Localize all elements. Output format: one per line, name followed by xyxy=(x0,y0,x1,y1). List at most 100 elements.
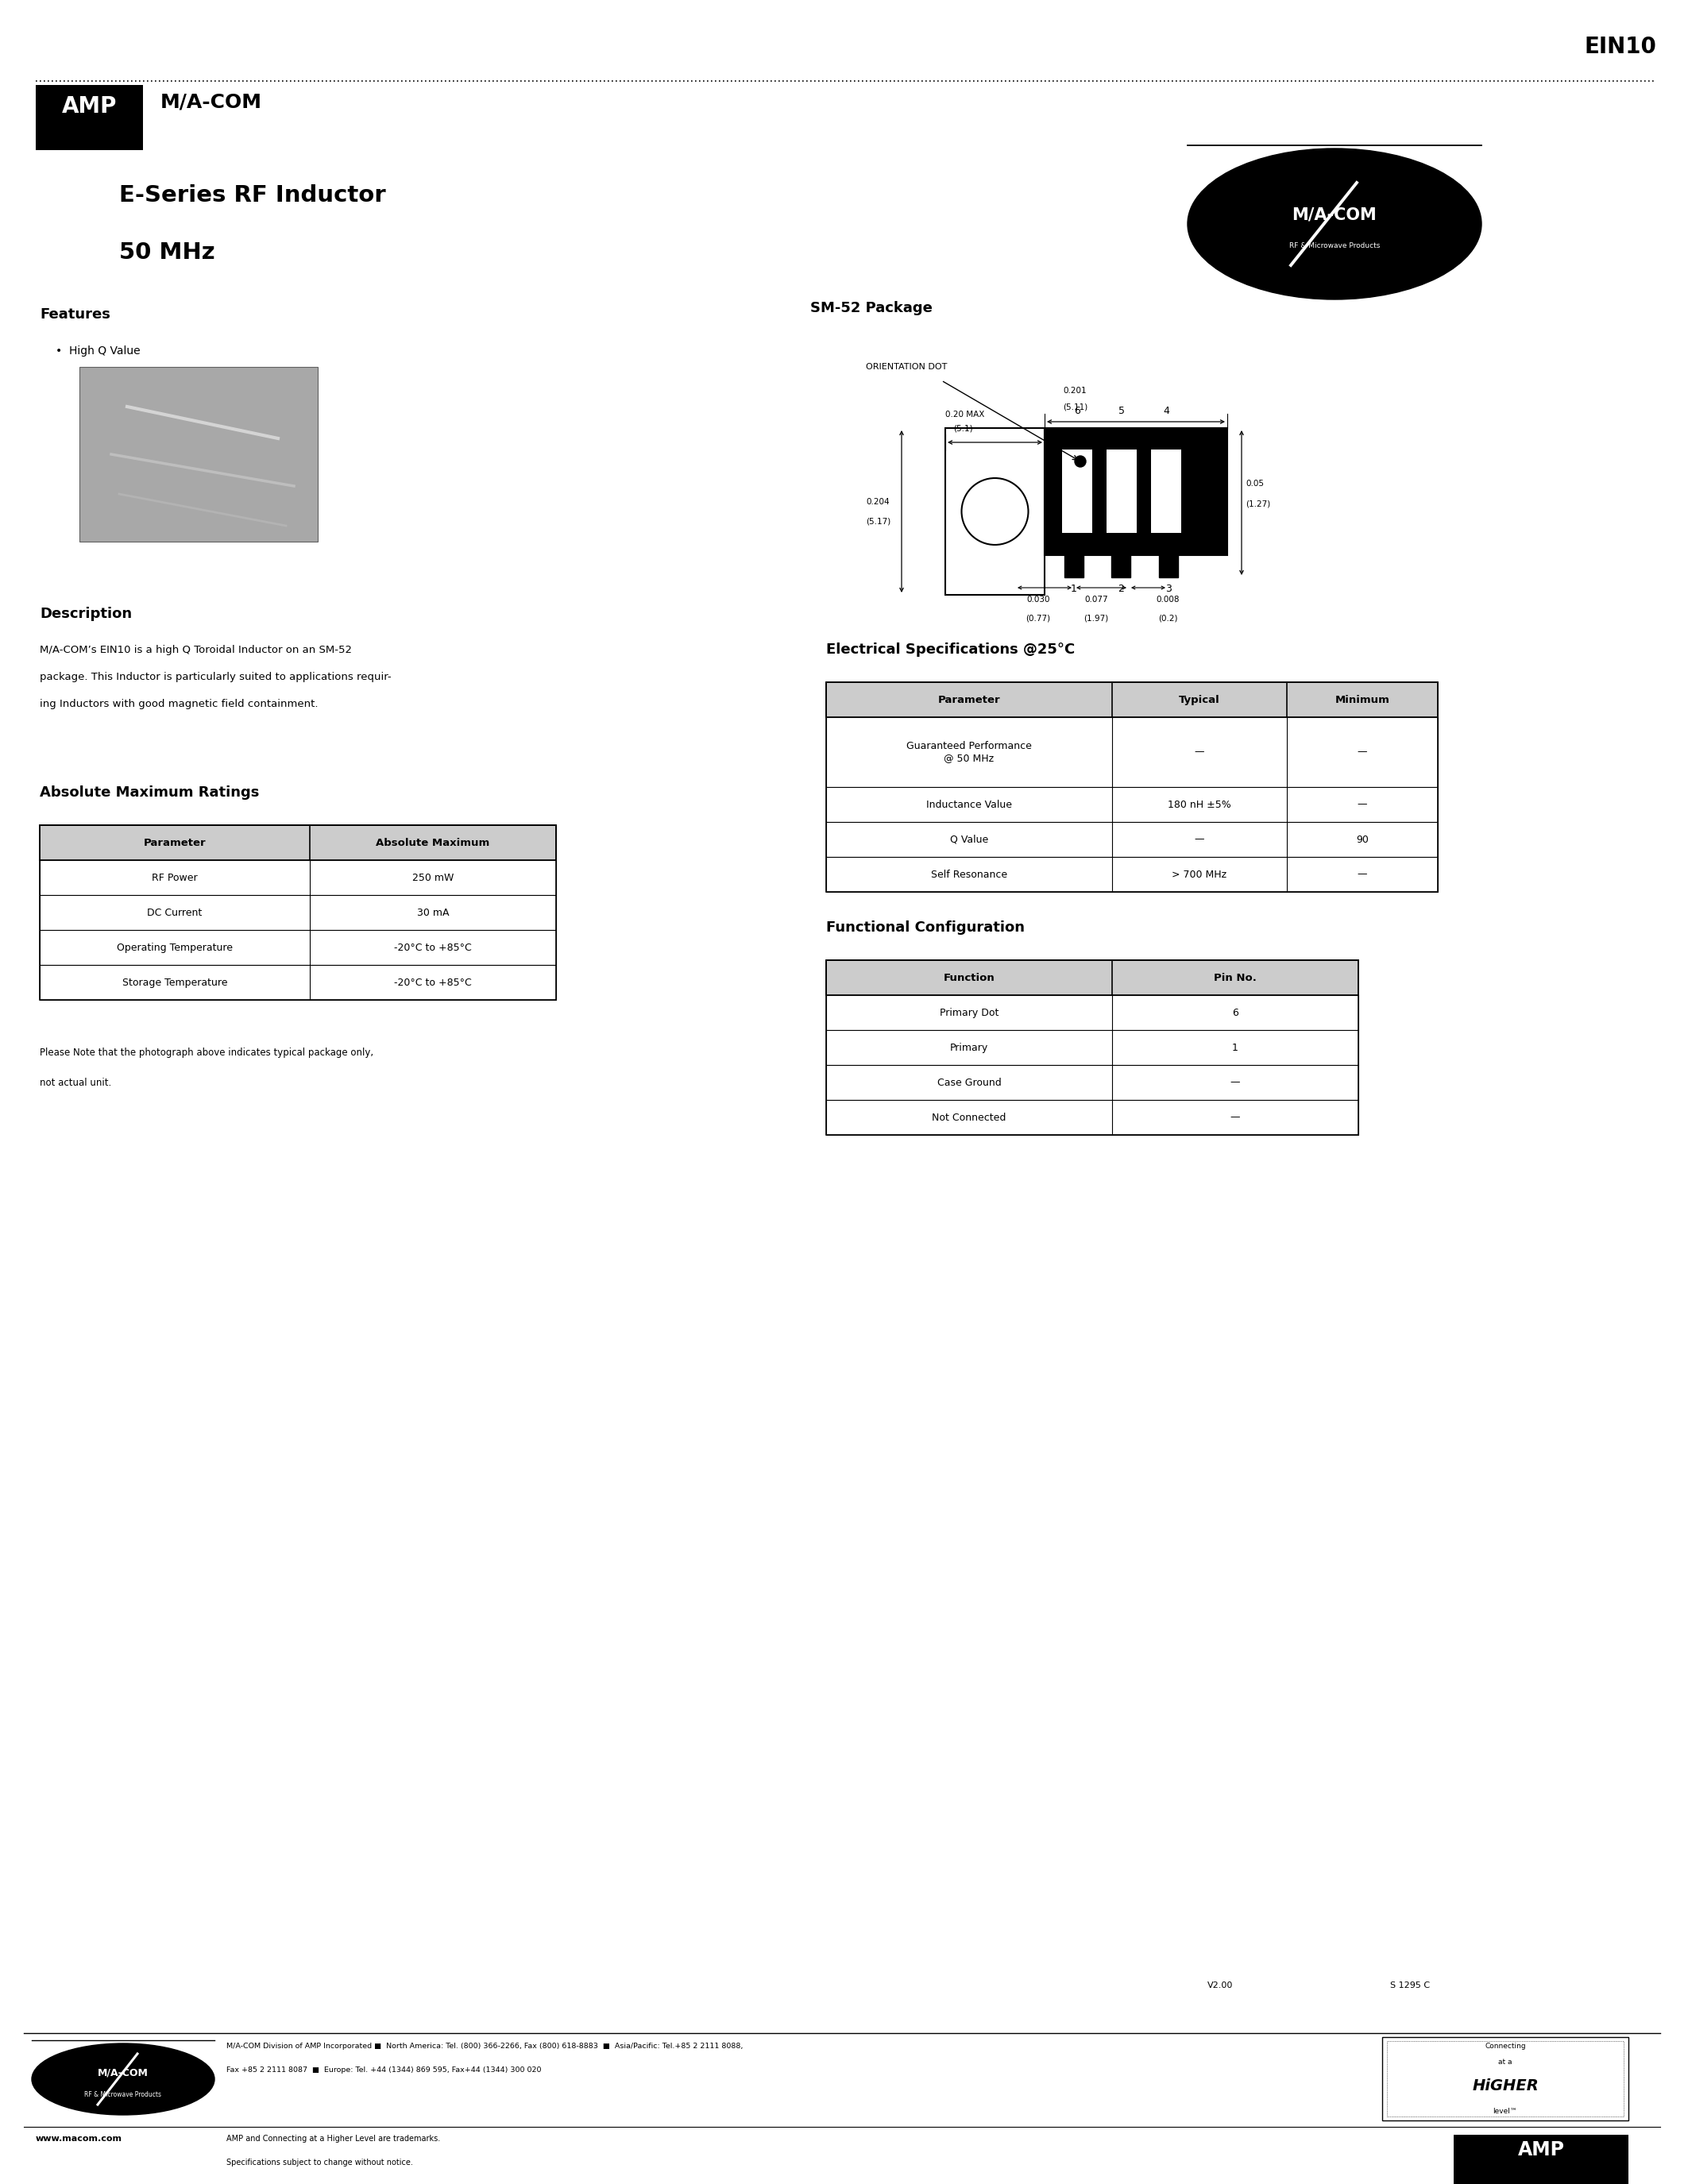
Text: 0.201: 0.201 xyxy=(1063,387,1087,395)
Text: —: — xyxy=(1231,1112,1241,1123)
Text: S 1295 C: S 1295 C xyxy=(1391,1981,1430,1990)
Text: E-Series RF Inductor: E-Series RF Inductor xyxy=(120,183,387,207)
Text: DC Current: DC Current xyxy=(147,906,203,917)
Text: www.macom.com: www.macom.com xyxy=(35,2134,122,2143)
Bar xyxy=(1151,450,1182,533)
Bar xyxy=(1160,555,1178,577)
Text: Electrical Specifications @25°C: Electrical Specifications @25°C xyxy=(825,642,1075,657)
Text: Features: Features xyxy=(41,308,110,321)
Text: RF Power: RF Power xyxy=(152,871,197,882)
Text: level™: level™ xyxy=(1494,2108,1518,2114)
Text: Inductance Value: Inductance Value xyxy=(927,799,1013,810)
Bar xyxy=(825,681,1438,716)
Text: (0.77): (0.77) xyxy=(1026,614,1050,622)
Text: (5.11): (5.11) xyxy=(1063,402,1087,411)
Text: 30 mA: 30 mA xyxy=(417,906,449,917)
Text: AMP: AMP xyxy=(62,96,116,118)
Circle shape xyxy=(1075,456,1085,467)
Text: Not Connected: Not Connected xyxy=(932,1112,1006,1123)
Text: 1: 1 xyxy=(1232,1042,1239,1053)
Text: Parameter: Parameter xyxy=(143,836,206,847)
Text: 0.204: 0.204 xyxy=(866,498,890,507)
Text: 2: 2 xyxy=(1117,583,1124,594)
Bar xyxy=(1111,555,1131,577)
Text: Self Resonance: Self Resonance xyxy=(932,869,1008,880)
Text: —: — xyxy=(1357,747,1367,758)
Text: M/A-COM: M/A-COM xyxy=(160,92,262,111)
Text: RF & Microwave Products: RF & Microwave Products xyxy=(84,2092,162,2099)
Text: EIN10: EIN10 xyxy=(1583,35,1656,59)
Text: ORIENTATION DOT: ORIENTATION DOT xyxy=(866,363,947,371)
Ellipse shape xyxy=(32,2044,214,2114)
Text: Guaranteed Performance
@ 50 MHz: Guaranteed Performance @ 50 MHz xyxy=(906,740,1031,762)
Text: 50 MHz: 50 MHz xyxy=(120,242,214,264)
Bar xyxy=(825,716,1438,786)
Text: —: — xyxy=(1357,799,1367,810)
Bar xyxy=(825,681,1438,891)
Text: ing Inductors with good magnetic field containment.: ing Inductors with good magnetic field c… xyxy=(41,699,317,710)
Text: SM-52 Package: SM-52 Package xyxy=(810,301,932,314)
Text: 0.05: 0.05 xyxy=(1246,480,1264,487)
Text: M/A-COM’s EIN10 is a high Q Toroidal Inductor on an SM-52: M/A-COM’s EIN10 is a high Q Toroidal Ind… xyxy=(41,644,351,655)
Text: 6: 6 xyxy=(1074,406,1080,417)
Text: 3: 3 xyxy=(1165,583,1171,594)
Bar xyxy=(41,826,555,1000)
Text: •  High Q Value: • High Q Value xyxy=(56,345,140,356)
Text: V2.00: V2.00 xyxy=(1207,1981,1234,1990)
Text: 6: 6 xyxy=(1232,1007,1239,1018)
Bar xyxy=(1382,2038,1629,2121)
Text: Parameter: Parameter xyxy=(939,695,1001,705)
Text: AMP and Connecting at a Higher Level are trademarks.: AMP and Connecting at a Higher Level are… xyxy=(226,2134,441,2143)
Bar xyxy=(825,961,1359,1136)
Text: 4: 4 xyxy=(1163,406,1170,417)
Bar xyxy=(825,821,1438,856)
Bar xyxy=(35,85,143,151)
Text: Specifications subject to change without notice.: Specifications subject to change without… xyxy=(226,2158,414,2167)
Bar xyxy=(1388,2042,1624,2116)
Text: Function: Function xyxy=(944,972,994,983)
Text: (1.97): (1.97) xyxy=(1084,614,1109,622)
Text: M/A-COM Division of AMP Incorporated ■  North America: Tel. (800) 366-2266, Fax : M/A-COM Division of AMP Incorporated ■ N… xyxy=(226,2042,743,2051)
Text: Fax +85 2 2111 8087  ■  Europe: Tel. +44 (1344) 869 595, Fax+44 (1344) 300 020: Fax +85 2 2111 8087 ■ Europe: Tel. +44 (… xyxy=(226,2066,542,2073)
Bar xyxy=(825,1066,1359,1101)
Text: Case Ground: Case Ground xyxy=(937,1077,1001,1088)
Text: Minimum: Minimum xyxy=(1335,695,1389,705)
Text: not actual unit.: not actual unit. xyxy=(41,1077,111,1088)
Text: (5.17): (5.17) xyxy=(866,518,891,524)
Text: Primary Dot: Primary Dot xyxy=(940,1007,999,1018)
Text: —: — xyxy=(1357,869,1367,880)
Text: —: — xyxy=(1195,747,1205,758)
Bar xyxy=(825,786,1438,821)
Text: 1: 1 xyxy=(1070,583,1077,594)
Bar xyxy=(1453,2134,1629,2184)
Bar xyxy=(1107,450,1136,533)
Text: 5: 5 xyxy=(1119,406,1124,417)
Bar xyxy=(41,860,555,895)
Text: Connecting: Connecting xyxy=(1485,2042,1526,2051)
Text: 0.077: 0.077 xyxy=(1084,596,1107,603)
Text: Primary: Primary xyxy=(950,1042,987,1053)
Bar xyxy=(41,930,555,965)
Text: 90: 90 xyxy=(1355,834,1369,845)
Text: > 700 MHz: > 700 MHz xyxy=(1171,869,1227,880)
Bar xyxy=(825,1101,1359,1136)
Text: AMP: AMP xyxy=(1518,2140,1565,2160)
Text: M/A-COM: M/A-COM xyxy=(1291,207,1377,223)
Bar xyxy=(1065,555,1084,577)
Text: package. This Inductor is particularly suited to applications requir-: package. This Inductor is particularly s… xyxy=(41,673,392,681)
Text: 0.008: 0.008 xyxy=(1156,596,1180,603)
Text: Absolute Maximum: Absolute Maximum xyxy=(376,836,490,847)
Text: HiGHER: HiGHER xyxy=(1472,2079,1538,2094)
Text: Description: Description xyxy=(41,607,132,620)
Bar xyxy=(41,965,555,1000)
Text: 250 mW: 250 mW xyxy=(412,871,454,882)
Bar xyxy=(945,428,1045,594)
Ellipse shape xyxy=(1188,149,1482,299)
Bar xyxy=(1045,428,1227,555)
Bar xyxy=(41,826,555,860)
Text: Storage Temperature: Storage Temperature xyxy=(122,976,228,987)
Bar xyxy=(1062,450,1092,533)
Text: Functional Configuration: Functional Configuration xyxy=(825,919,1025,935)
Bar xyxy=(79,367,317,542)
Text: -20°C to +85°C: -20°C to +85°C xyxy=(393,941,471,952)
